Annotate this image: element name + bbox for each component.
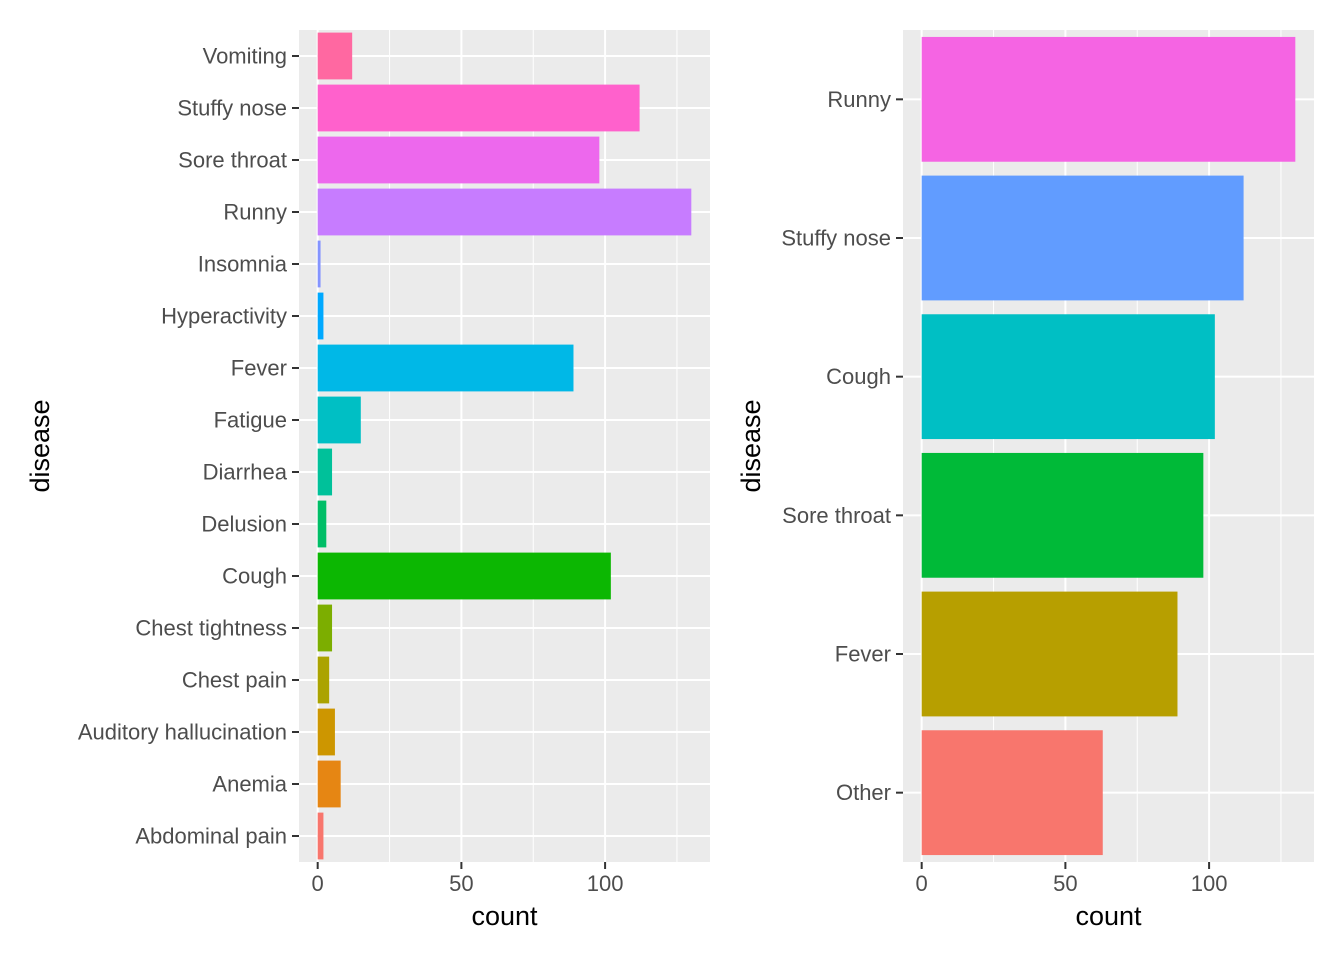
bar	[317, 760, 341, 808]
bar	[921, 591, 1178, 717]
bar	[317, 500, 327, 548]
y-tick-label: Vomiting	[203, 44, 287, 69]
y-tick-label: Stuffy nose	[781, 226, 891, 251]
bar	[921, 730, 1103, 856]
bar	[317, 656, 330, 704]
bar	[317, 240, 321, 288]
bar	[317, 136, 600, 184]
y-tick-label: Insomnia	[198, 252, 288, 277]
y-axis-title: disease	[736, 399, 766, 492]
x-axis-title: count	[471, 901, 538, 931]
y-axis-title: disease	[25, 399, 55, 492]
bar	[317, 448, 333, 496]
y-tick-label: Cough	[222, 564, 287, 589]
bar	[317, 344, 574, 392]
y-tick-label: Anemia	[212, 772, 287, 797]
bar	[317, 292, 324, 340]
y-tick-label: Sore throat	[782, 503, 891, 528]
x-tick-label: 100	[587, 871, 624, 896]
bar	[317, 604, 333, 652]
y-tick-label: Diarrhea	[203, 460, 288, 485]
y-tick-label: Sore throat	[178, 148, 287, 173]
x-tick-label: 50	[449, 871, 473, 896]
panel-background	[903, 30, 1314, 862]
bar	[921, 314, 1215, 440]
bar	[317, 708, 335, 756]
y-tick-label: Runny	[827, 87, 891, 112]
y-tick-label: Fever	[231, 356, 287, 381]
left-chart: Abdominal pain Anemia Auditory hallucinati…	[25, 30, 710, 931]
y-tick-label: Hyperactivity	[161, 304, 287, 329]
y-tick-label: Other	[836, 780, 891, 805]
x-tick-label: 0	[916, 871, 928, 896]
bar	[317, 32, 353, 80]
y-tick-label: Fatigue	[214, 408, 287, 433]
bar	[317, 188, 692, 236]
x-tick-label: 100	[1191, 871, 1228, 896]
y-tick-label: Cough	[826, 364, 891, 389]
bar	[317, 84, 640, 132]
x-tick-label: 50	[1053, 871, 1077, 896]
y-tick-label: Chest pain	[182, 668, 287, 693]
bar	[921, 175, 1244, 301]
x-tick-label: 0	[312, 871, 324, 896]
y-tick-label: Delusion	[201, 512, 287, 537]
bar	[921, 36, 1296, 162]
bar	[317, 396, 361, 444]
y-tick-label: Runny	[223, 200, 287, 225]
bar	[921, 452, 1204, 578]
y-tick-label: Stuffy nose	[177, 96, 287, 121]
y-tick-label: Auditory hallucination	[78, 720, 287, 745]
y-tick-label: Chest tightness	[135, 616, 287, 641]
x-axis-title: count	[1075, 901, 1142, 931]
bar	[317, 812, 324, 860]
y-tick-label: Fever	[835, 642, 891, 667]
right-chart: Other Fever Sore throat Cough Stuffy nose Run…	[736, 30, 1314, 931]
y-tick-label: Abdominal pain	[135, 824, 287, 849]
bar	[317, 552, 611, 600]
